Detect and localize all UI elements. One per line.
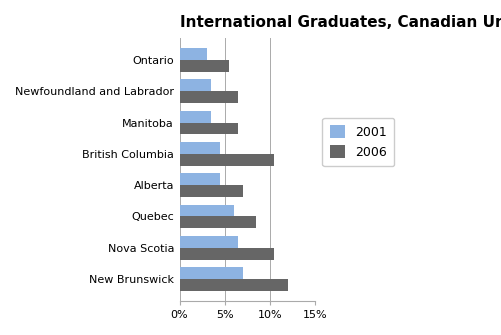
Bar [179,60,228,72]
Bar [179,205,233,216]
Bar [179,123,237,134]
Bar [179,79,211,91]
Bar [179,216,256,228]
Bar [179,185,242,197]
Bar [179,91,237,103]
Bar [179,236,237,248]
Text: International Graduates, Canadian Universities, 2001 & 2006: International Graduates, Canadian Univer… [179,15,501,30]
Bar [179,267,242,279]
Bar [179,248,274,260]
Bar [179,279,287,291]
Legend: 2001, 2006: 2001, 2006 [322,118,393,166]
Bar [179,142,219,154]
Bar [179,48,206,60]
Bar [179,173,219,185]
Bar [179,111,211,123]
Bar [179,154,274,166]
